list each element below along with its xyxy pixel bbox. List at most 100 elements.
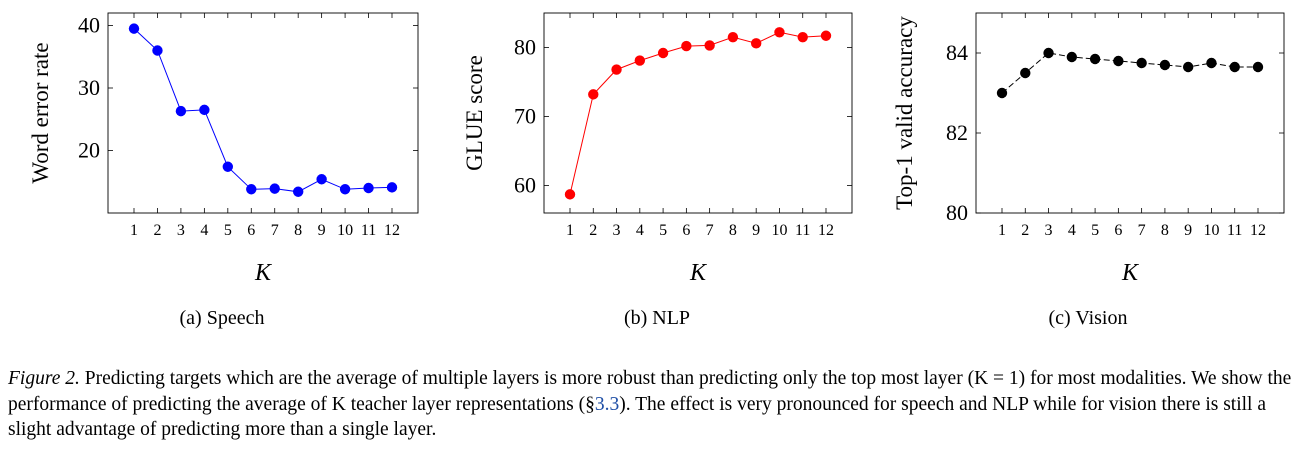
x-tick-label: 12 xyxy=(1250,222,1266,239)
data-point xyxy=(152,45,163,56)
data-point xyxy=(1252,61,1264,73)
data-point xyxy=(1229,61,1240,73)
y-tick-label: 60 xyxy=(514,172,536,197)
data-point xyxy=(128,23,140,34)
data-point xyxy=(588,89,599,100)
x-tick-label: 2 xyxy=(589,222,597,239)
data-point xyxy=(246,184,257,195)
data-point xyxy=(1206,57,1217,69)
x-tick-label: 9 xyxy=(1184,222,1192,239)
data-point xyxy=(1182,61,1194,73)
subfigure-caption: (c) Vision xyxy=(1049,307,1128,329)
x-tick-label: 7 xyxy=(706,222,714,239)
x-tick-label: 4 xyxy=(636,222,644,239)
x-tick-label: 12 xyxy=(384,222,400,239)
plot-frame xyxy=(107,12,419,214)
data-point xyxy=(727,31,739,43)
x-tick-label: 9 xyxy=(752,222,760,239)
data-point xyxy=(1020,67,1031,79)
x-tick-label: 5 xyxy=(1091,222,1099,239)
y-tick-label: 20 xyxy=(78,138,100,163)
x-tick-label: 9 xyxy=(318,222,326,239)
data-point xyxy=(1136,57,1147,69)
x-tick-label: 8 xyxy=(1161,222,1169,239)
data-point xyxy=(363,182,374,194)
series-line xyxy=(1001,52,1258,94)
x-tick-label: 4 xyxy=(200,222,208,239)
x-tick-label: 5 xyxy=(659,222,667,239)
data-point xyxy=(681,40,692,52)
x-tick-label: 4 xyxy=(1068,222,1076,239)
subfigure-caption: (a) Speech xyxy=(180,307,265,329)
data-point xyxy=(820,30,832,41)
x-tick-label: 3 xyxy=(1045,222,1053,239)
y-tick-label: 84 xyxy=(946,40,968,65)
x-tick-label: 6 xyxy=(1114,222,1122,239)
x-tick-label: 12 xyxy=(818,222,834,239)
data-point xyxy=(269,183,280,194)
x-tick-label: 10 xyxy=(1203,222,1219,239)
x-tick-label: 8 xyxy=(294,222,302,239)
subfigure-caption: (b) NLP xyxy=(624,307,690,329)
data-point xyxy=(750,38,762,49)
data-point xyxy=(797,31,808,43)
section-reference-link[interactable]: 3.3 xyxy=(594,393,620,415)
data-point xyxy=(704,40,715,51)
data-point xyxy=(996,87,1008,99)
data-point xyxy=(386,182,398,193)
x-tick-label: 3 xyxy=(613,222,621,239)
x-tick-label: 2 xyxy=(1021,222,1029,239)
data-point xyxy=(1159,59,1171,71)
data-point xyxy=(222,161,234,172)
y-axis-title: Word error rate xyxy=(28,42,53,183)
x-tick-label: 7 xyxy=(271,222,279,239)
data-point xyxy=(774,27,785,38)
caption-text-1: Predicting targets which are the average… xyxy=(8,368,1292,415)
series-line xyxy=(133,28,393,193)
x-tick-label: 7 xyxy=(1138,222,1146,239)
data-point xyxy=(1043,47,1054,59)
y-axis-title: Top-1 valid accuracy xyxy=(892,16,917,210)
caption-text-2: ). The effect is very pronounced for spe… xyxy=(8,393,1266,441)
x-axis-title: K xyxy=(689,260,708,286)
data-point xyxy=(339,184,351,195)
y-tick-label: 82 xyxy=(946,120,968,145)
y-tick-label: 40 xyxy=(78,13,100,38)
series-line xyxy=(569,31,827,195)
figure-caption: Figure 2. Predicting targets which are t… xyxy=(8,366,1308,443)
x-tick-label: 6 xyxy=(247,222,255,239)
x-tick-label: 10 xyxy=(337,222,353,239)
x-tick-label: 10 xyxy=(771,222,787,239)
x-tick-label: 1 xyxy=(998,222,1006,239)
data-point xyxy=(1089,53,1101,65)
x-axis-title: K xyxy=(254,260,273,286)
x-axis-title: K xyxy=(1121,260,1140,286)
x-tick-label: 2 xyxy=(153,222,161,239)
y-axis-title: GLUE score xyxy=(462,55,487,171)
y-tick-label: 30 xyxy=(78,75,100,100)
data-point xyxy=(292,186,304,197)
x-tick-label: 3 xyxy=(177,222,185,239)
data-point xyxy=(564,189,576,200)
x-tick-label: 5 xyxy=(224,222,232,239)
x-tick-label: 6 xyxy=(682,222,690,239)
data-point xyxy=(1113,55,1124,67)
x-tick-label: 1 xyxy=(130,222,138,239)
plot-frame xyxy=(975,12,1285,214)
y-tick-label: 70 xyxy=(514,103,536,128)
y-tick-label: 80 xyxy=(946,200,968,225)
data-point xyxy=(611,64,622,75)
x-tick-label: 11 xyxy=(1227,222,1242,239)
plot-frame xyxy=(543,12,853,214)
x-tick-label: 1 xyxy=(566,222,574,239)
data-point xyxy=(1066,51,1078,63)
data-point xyxy=(657,47,669,59)
data-point xyxy=(175,105,187,117)
data-point xyxy=(316,174,327,185)
data-point xyxy=(199,104,210,116)
x-tick-label: 11 xyxy=(795,222,810,239)
